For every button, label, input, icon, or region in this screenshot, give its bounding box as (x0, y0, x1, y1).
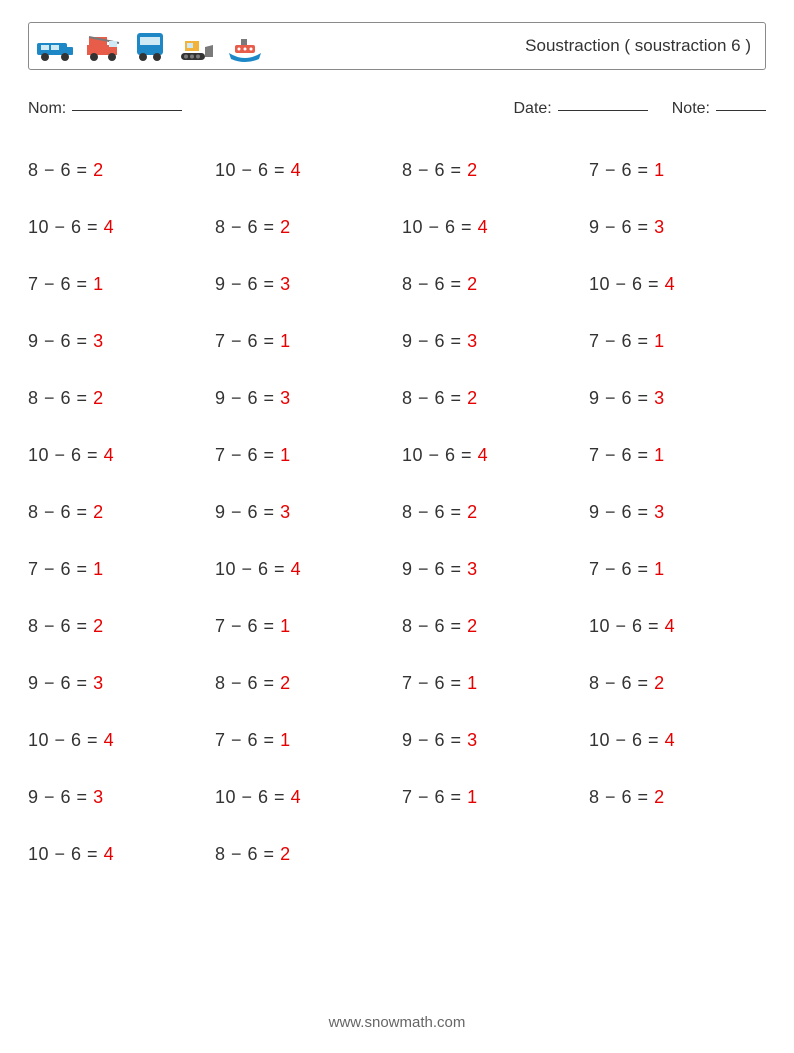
firetruck-icon (85, 33, 123, 63)
problem: 7 − 6 = 1 (215, 445, 392, 466)
name-blank (72, 110, 182, 111)
problem: 7 − 6 = 1 (28, 559, 205, 580)
problem: 8 − 6 = 2 (589, 673, 766, 694)
problem: 7 − 6 = 1 (215, 730, 392, 751)
date-field: Date: (514, 100, 648, 118)
problem: 8 − 6 = 2 (402, 388, 579, 409)
problem: 10 − 6 = 4 (402, 217, 579, 238)
problem: 7 − 6 = 1 (402, 787, 579, 808)
problems-grid: 8 − 6 = 2 10 − 6 = 4 8 − 6 = 2 7 − 6 = 1 10 … (28, 160, 766, 865)
problem: 10 − 6 = 4 (589, 730, 766, 751)
problem: 8 − 6 = 2 (402, 160, 579, 181)
score-blank (716, 110, 766, 111)
problem: 7 − 6 = 1 (28, 274, 205, 295)
problem: 7 − 6 = 1 (589, 160, 766, 181)
problem: 10 − 6 = 4 (28, 844, 205, 865)
problem: 10 − 6 = 4 (28, 217, 205, 238)
problem: 9 − 6 = 3 (589, 388, 766, 409)
problem: 8 − 6 = 2 (215, 217, 392, 238)
problem: 10 − 6 = 4 (215, 160, 392, 181)
problem: 9 − 6 = 3 (215, 502, 392, 523)
problem: 9 − 6 = 3 (215, 274, 392, 295)
problem: 10 − 6 = 4 (215, 559, 392, 580)
problem: 8 − 6 = 2 (28, 502, 205, 523)
problem: 8 − 6 = 2 (589, 787, 766, 808)
problem: 8 − 6 = 2 (402, 502, 579, 523)
problem: 10 − 6 = 4 (589, 616, 766, 637)
problem: 7 − 6 = 1 (402, 673, 579, 694)
problem: 8 − 6 = 2 (215, 673, 392, 694)
problem: 7 − 6 = 1 (589, 559, 766, 580)
problem: 7 − 6 = 1 (215, 616, 392, 637)
problem: 8 − 6 = 2 (28, 388, 205, 409)
bus-icon (133, 29, 167, 63)
boat-icon (225, 35, 265, 63)
problem: 9 − 6 = 3 (402, 559, 579, 580)
date-blank (558, 110, 648, 111)
problem: 9 − 6 = 3 (402, 730, 579, 751)
problem: 10 − 6 = 4 (402, 445, 579, 466)
van-icon (35, 35, 75, 63)
problem: 10 − 6 = 4 (28, 445, 205, 466)
worksheet-title: Soustraction ( soustraction 6 ) (525, 36, 751, 56)
footer-text: www.snowmath.com (0, 1014, 794, 1031)
problem: 9 − 6 = 3 (402, 331, 579, 352)
problem: 9 − 6 = 3 (589, 217, 766, 238)
problem: 9 − 6 = 3 (215, 388, 392, 409)
problem: 8 − 6 = 2 (402, 616, 579, 637)
problem: 9 − 6 = 3 (589, 502, 766, 523)
meta-row: Nom: Date: Note: (28, 100, 766, 118)
date-label: Date: (514, 100, 552, 117)
problem: 7 − 6 = 1 (215, 331, 392, 352)
problem: 7 − 6 = 1 (589, 445, 766, 466)
score-label: Note: (672, 100, 710, 117)
header-box: Soustraction ( soustraction 6 ) (28, 22, 766, 70)
problem: 8 − 6 = 2 (28, 616, 205, 637)
problem: 7 − 6 = 1 (589, 331, 766, 352)
problem: 8 − 6 = 2 (402, 274, 579, 295)
problem: 10 − 6 = 4 (589, 274, 766, 295)
problem: 10 − 6 = 4 (28, 730, 205, 751)
problem: 8 − 6 = 2 (215, 844, 392, 865)
problem: 9 − 6 = 3 (28, 787, 205, 808)
problem: 9 − 6 = 3 (28, 673, 205, 694)
problem: 10 − 6 = 4 (215, 787, 392, 808)
name-label: Nom: (28, 100, 66, 117)
problem: 8 − 6 = 2 (28, 160, 205, 181)
problem: 9 − 6 = 3 (28, 331, 205, 352)
bulldozer-icon (177, 35, 215, 63)
name-field: Nom: (28, 100, 182, 118)
score-field: Note: (672, 100, 766, 118)
vehicle-icons (35, 29, 265, 63)
